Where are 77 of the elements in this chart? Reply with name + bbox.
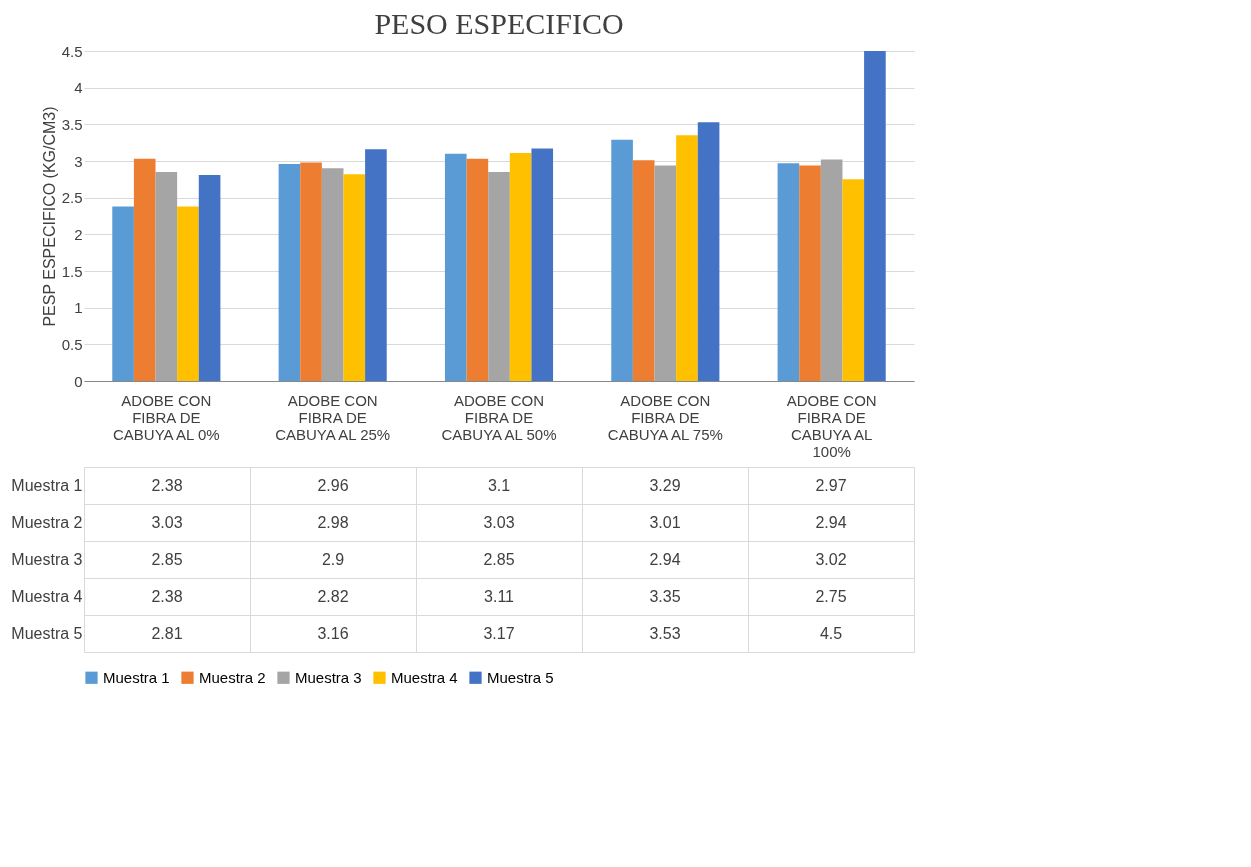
data-label: 2.38 [151, 476, 183, 494]
y-tick-label: 4 [74, 79, 83, 97]
y-tick-label: 0 [74, 372, 83, 390]
bar [676, 135, 698, 381]
data-label: 3.03 [151, 513, 183, 531]
data-label: 2.9 [321, 550, 345, 568]
data-label: 2.94 [649, 550, 681, 568]
bar [343, 174, 366, 381]
y-axis-title: PESP ESPECIFICO (KG/CM3) [40, 106, 58, 327]
text: Muestra 2 [11, 514, 83, 531]
data-label: 3.1 [487, 476, 511, 494]
data-label: 4.5 [819, 624, 843, 642]
x-tick-label: ADOBE CON FIBRA DE CABUYA AL 100% [786, 391, 877, 460]
y-tick-label: 3.5 [61, 115, 83, 133]
bar [321, 168, 344, 381]
bar [488, 172, 510, 381]
bar [300, 162, 322, 381]
bar [155, 172, 178, 381]
data-label: 2.38 [151, 587, 183, 605]
data-label: 3.02 [815, 550, 847, 568]
legend-label: Muestra 4 [391, 668, 458, 686]
y-tick-label: 3 [74, 152, 83, 170]
data-label: 2.94 [815, 513, 847, 531]
data-label: 3.11 [484, 587, 515, 605]
bar [278, 163, 301, 381]
legend-label: Muestra 1 [103, 668, 170, 686]
y-tick-label: 4.5 [61, 42, 83, 60]
bar [466, 158, 489, 381]
data-label: 2.97 [815, 476, 847, 494]
bar [198, 174, 221, 381]
bar [531, 148, 554, 381]
data-label: 2.81 [151, 624, 183, 642]
bar [632, 160, 655, 381]
bar [177, 206, 199, 381]
bar [112, 206, 134, 381]
bar [842, 179, 865, 381]
data-label: 2.82 [317, 587, 349, 605]
data-label: 2.85 [483, 550, 515, 568]
data-label: 3.35 [649, 587, 681, 605]
text: Muestra 3 [11, 551, 83, 568]
bar [509, 152, 532, 381]
x-tick-label: ADOBE CON FIBRA DE CABUYA AL 0% [112, 391, 220, 443]
bar [820, 159, 843, 381]
bar [777, 163, 800, 381]
data-label: 2.75 [815, 587, 847, 605]
data-label: 2.98 [317, 513, 349, 531]
bar [697, 122, 720, 381]
data-label: 3.17 [483, 624, 515, 642]
bar [611, 139, 633, 381]
text: Muestra 1 [11, 477, 83, 494]
data-label: 3.53 [649, 624, 681, 642]
data-label: 3.29 [649, 476, 681, 494]
y-tick-label: 1 [74, 299, 83, 317]
data-label: 3.16 [317, 624, 349, 642]
x-tick-label: ADOBE CON FIBRA DE CABUYA AL 25% [275, 391, 391, 443]
y-tick-label: 2.5 [61, 189, 83, 207]
x-tick-label: ADOBE CON FIBRA DE CABUYA AL 50% [441, 391, 557, 443]
y-tick-label: 0.5 [61, 335, 83, 353]
data-label: 3.01 [649, 513, 681, 531]
bar [365, 149, 387, 381]
bar [654, 165, 677, 381]
bar [864, 51, 886, 381]
y-tick-label: 1.5 [61, 262, 83, 280]
data-label: 3.03 [483, 513, 515, 531]
bar [444, 153, 467, 381]
legend-label: Muestra 2 [199, 668, 266, 686]
legend-label: Muestra 5 [487, 668, 554, 686]
legend-label: Muestra 3 [295, 668, 362, 686]
data-label: 2.85 [151, 550, 183, 568]
bar [799, 165, 821, 381]
text: Muestra 5 [11, 625, 83, 642]
data-label: 2.96 [317, 476, 349, 494]
x-tick-label: ADOBE CON FIBRA DE CABUYA AL 75% [607, 391, 723, 443]
chart-title: PESO ESPECIFICO [374, 7, 624, 40]
text: Muestra 4 [11, 588, 83, 605]
y-tick-label: 2 [74, 225, 83, 243]
bar [133, 158, 156, 381]
